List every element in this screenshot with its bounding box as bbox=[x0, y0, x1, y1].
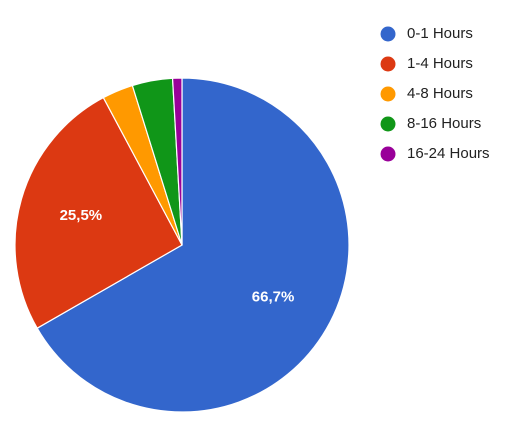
legend-swatch-16-24-hours bbox=[380, 146, 396, 162]
legend-swatch-4-8-hours bbox=[380, 86, 396, 102]
legend-swatch-0-1-hours bbox=[380, 26, 396, 42]
legend-label-16-24-hours: 16-24 Hours bbox=[407, 145, 490, 162]
legend-label-8-16-hours: 8-16 Hours bbox=[407, 115, 481, 132]
legend: 0-1 Hours 1-4 Hours 4-8 Hours 8-16 Hours 16-… bbox=[380, 25, 490, 162]
slice-label-1-4-hours: 25,5% bbox=[60, 207, 103, 224]
slice-labels-layer: 66,7% 25,5% bbox=[60, 207, 295, 306]
legend-swatch-8-16-hours bbox=[380, 116, 396, 132]
legend-item-1-4-hours: 1-4 Hours bbox=[380, 55, 473, 72]
legend-item-8-16-hours: 8-16 Hours bbox=[380, 115, 481, 132]
slice-label-0-1-hours: 66,7% bbox=[252, 289, 295, 306]
legend-label-1-4-hours: 1-4 Hours bbox=[407, 55, 473, 72]
legend-label-4-8-hours: 4-8 Hours bbox=[407, 85, 473, 102]
legend-item-4-8-hours: 4-8 Hours bbox=[380, 85, 473, 102]
slices-layer bbox=[14, 77, 350, 413]
pie-slice-1-4-hours bbox=[14, 96, 183, 330]
legend-label-0-1-hours: 0-1 Hours bbox=[407, 25, 473, 42]
pie-slice-0-1-hours bbox=[36, 77, 350, 413]
pie-slice-16-24-hours bbox=[171, 77, 183, 246]
legend-swatch-1-4-hours bbox=[380, 56, 396, 72]
legend-item-0-1-hours: 0-1 Hours bbox=[380, 25, 473, 42]
legend-item-16-24-hours: 16-24 Hours bbox=[380, 145, 490, 162]
